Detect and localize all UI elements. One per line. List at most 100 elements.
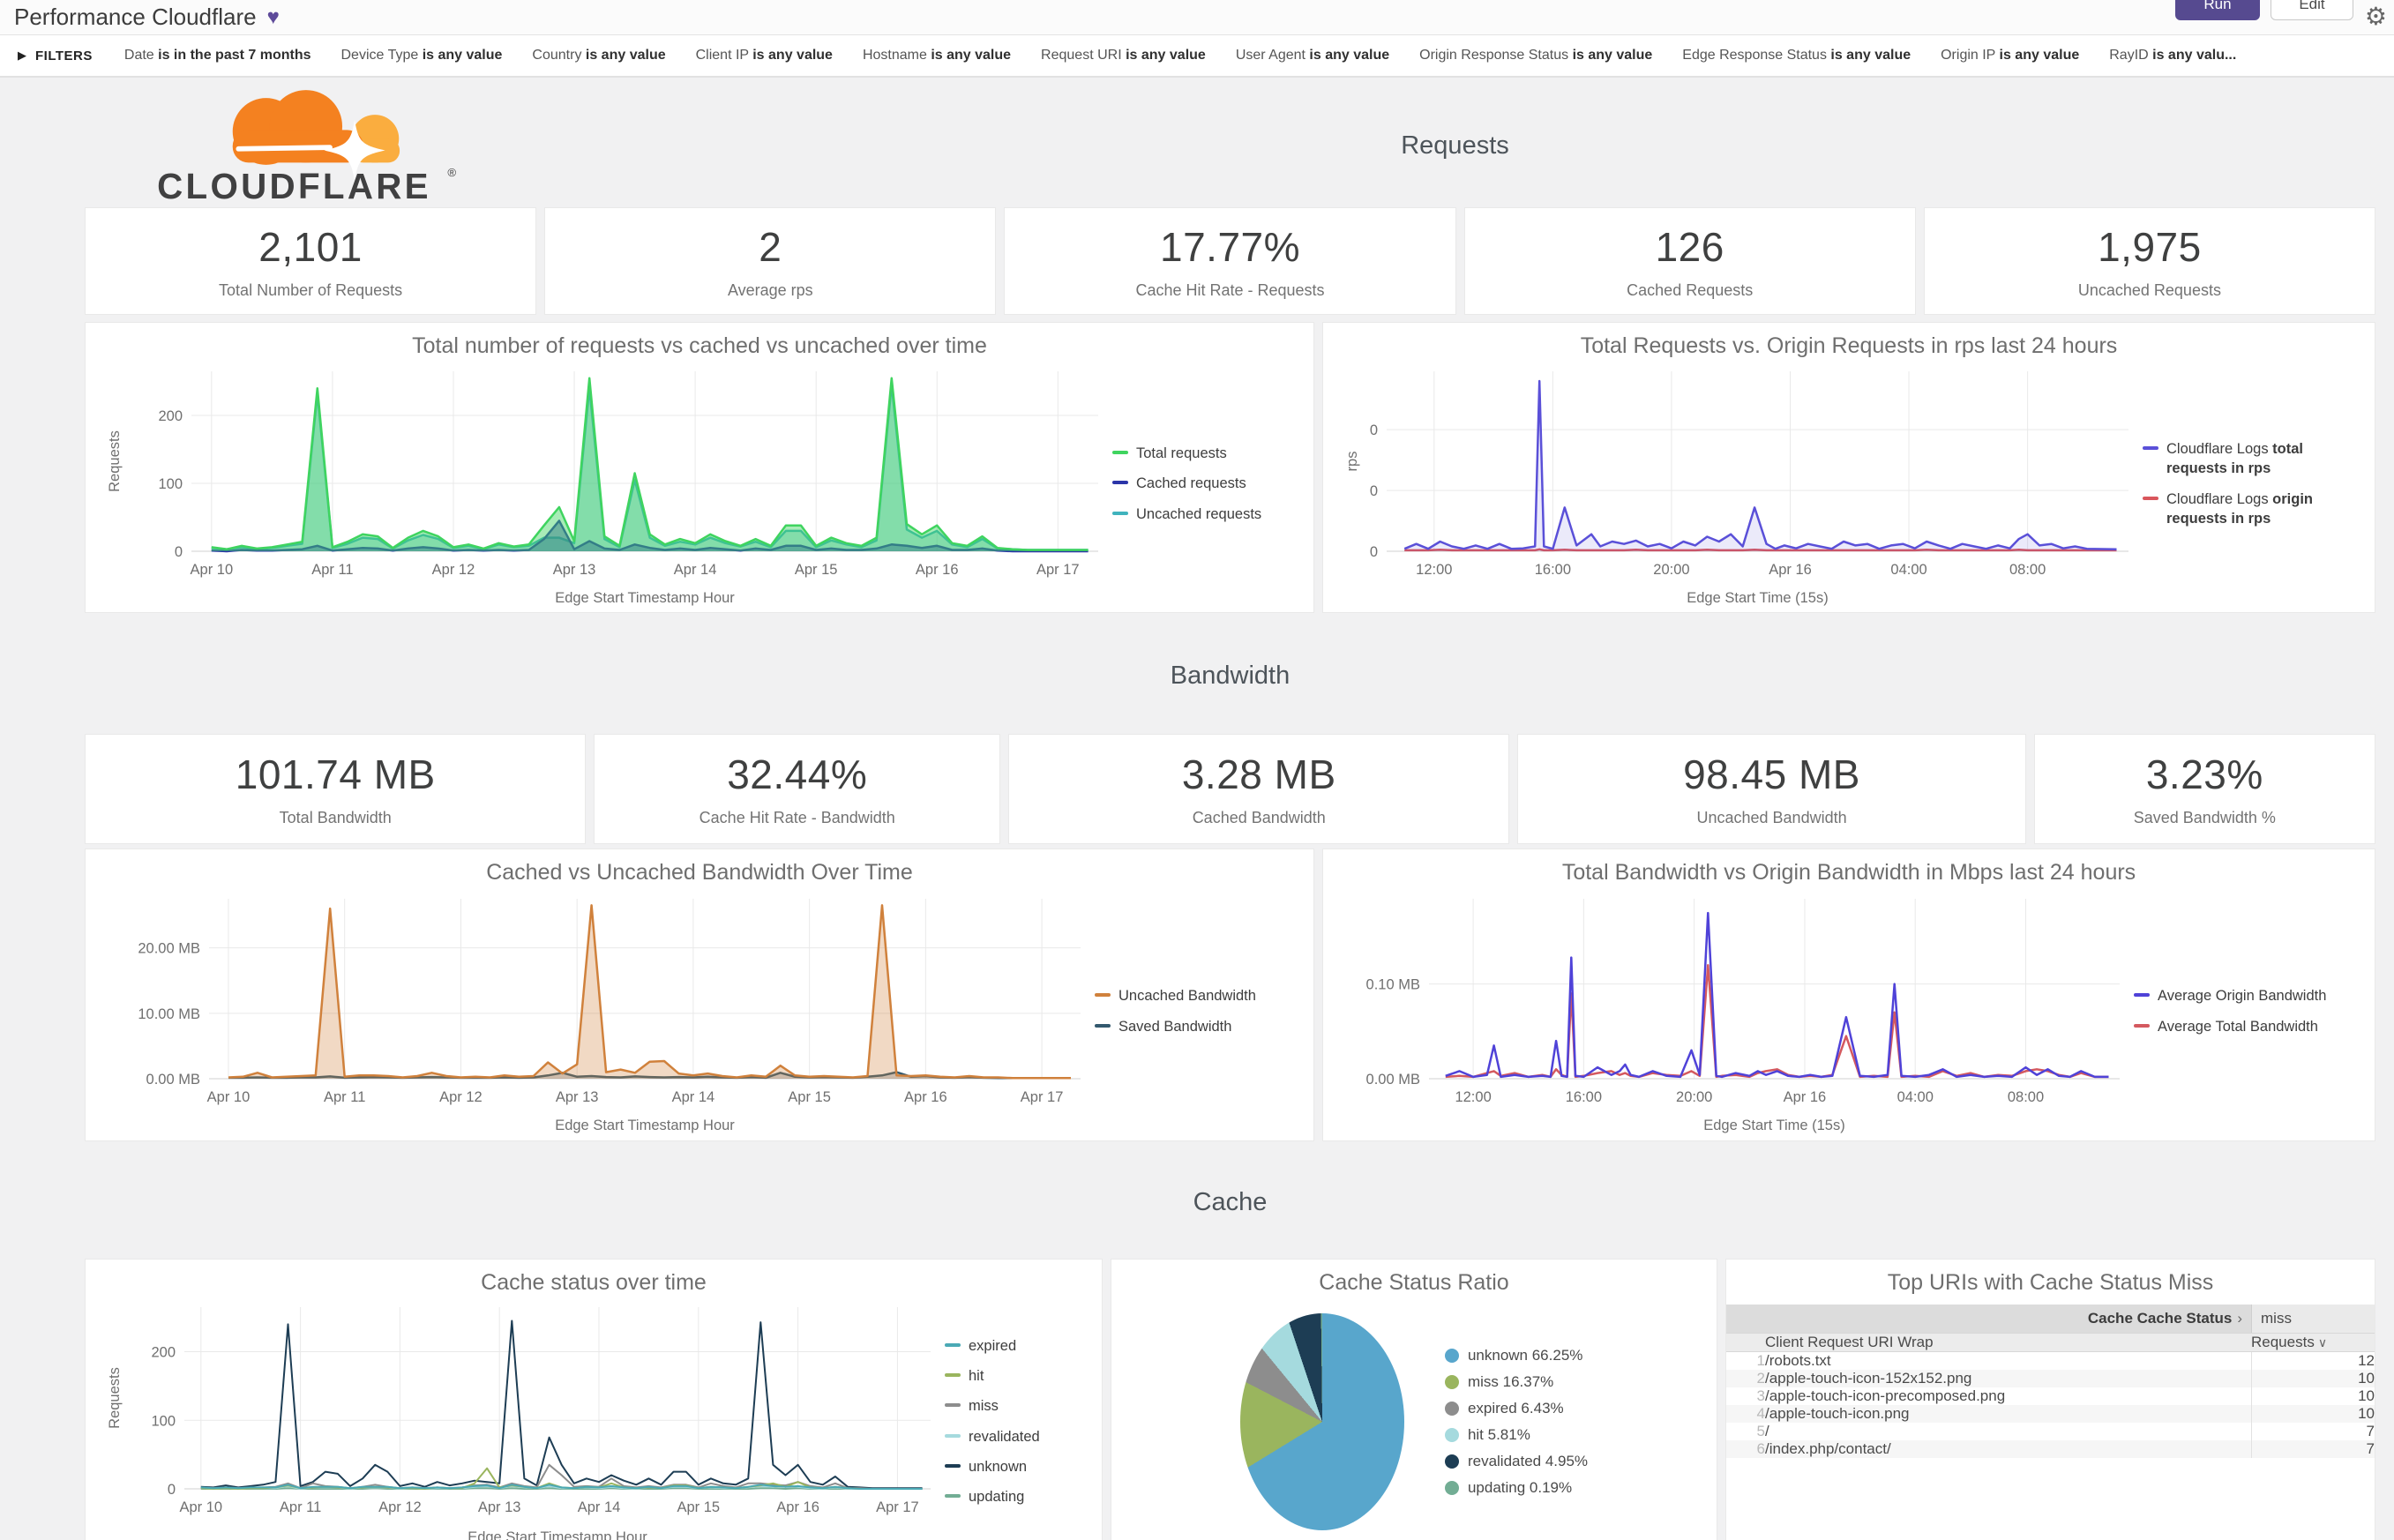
kpi-label: Uncached Requests <box>2077 280 2221 299</box>
row-number: 4 <box>1726 1405 1765 1423</box>
requests-cell[interactable]: 10 <box>2251 1370 2375 1387</box>
svg-text:08:00: 08:00 <box>2008 1089 2044 1105</box>
pie-legend-dot-icon <box>1444 1454 1459 1469</box>
legend-item[interactable]: Average Origin Bandwidth <box>2134 986 2326 1005</box>
uri-cell[interactable]: /robots.txt <box>1765 1352 1831 1369</box>
svg-text:Apr 17: Apr 17 <box>1021 1089 1064 1105</box>
legend-item[interactable]: miss <box>945 1396 1040 1416</box>
kpi-label: Cached Requests <box>1627 280 1754 299</box>
legend-item[interactable]: updating <box>945 1487 1040 1506</box>
rps-last-24h-plot[interactable]: 12:00 16:00 20:00 Apr 16 04:00 08:00 0 0 0 rps Edg… <box>1330 361 2137 608</box>
filter-item[interactable]: Edge Response Status is any value <box>1682 48 1911 63</box>
cache-status-pie[interactable] <box>1239 1312 1404 1530</box>
svg-text:Apr 12: Apr 12 <box>378 1499 422 1515</box>
legend-label: hit <box>969 1367 984 1384</box>
uri-cell[interactable]: /apple-touch-icon.png <box>1765 1405 2251 1423</box>
filter-item[interactable]: User Agent is any value <box>1235 48 1390 63</box>
row-number: 6 <box>1726 1440 1765 1458</box>
requests-column-header[interactable]: Requests ∨ <box>2251 1333 2375 1352</box>
uri-cell[interactable]: /index.php/contact/ <box>1765 1440 2251 1458</box>
filter-item[interactable]: Origin IP is any value <box>1941 48 2080 63</box>
requests-over-time-plot[interactable]: Apr 10 Apr 11 Apr 12 Apr 13 Apr 14 Apr 15 Apr … <box>93 361 1107 608</box>
page-title: Performance Cloudflare <box>14 4 257 30</box>
pie-legend-item[interactable]: hit 5.81% <box>1444 1425 1588 1444</box>
pie-legend-item[interactable]: miss 16.37% <box>1444 1373 1588 1391</box>
chart-title: Cache Status Ratio <box>1319 1270 1509 1295</box>
pie-legend-item[interactable]: revalidated 4.95% <box>1444 1452 1589 1470</box>
requests-cell[interactable]: 12 <box>2251 1352 2375 1370</box>
pivot-header[interactable]: Cache Cache Status › <box>1726 1305 2251 1333</box>
legend-swatch-icon <box>2143 445 2158 450</box>
legend-item[interactable]: Uncached requests <box>1112 505 1261 524</box>
pie-legend-item[interactable]: unknown 66.25% <box>1444 1346 1588 1364</box>
requests-cell[interactable]: 10 <box>2251 1405 2375 1423</box>
legend-item[interactable]: revalidated <box>945 1427 1040 1447</box>
svg-text:Edge Start Timestamp Hour: Edge Start Timestamp Hour <box>468 1529 647 1540</box>
svg-text:Edge Start Timestamp Hour: Edge Start Timestamp Hour <box>555 1118 735 1133</box>
filter-item[interactable]: Origin Response Status is any value <box>1419 48 1653 63</box>
legend-swatch-icon <box>2143 496 2158 500</box>
filter-item[interactable]: Hostname is any value <box>862 48 1012 63</box>
kpi-label: Total Number of Requests <box>219 280 403 299</box>
cloudflare-wordmark: CLOUDFLARE <box>157 166 431 206</box>
edit-button[interactable]: Edit <box>2271 0 2353 20</box>
requests-cell[interactable]: 10 <box>2251 1387 2375 1405</box>
svg-text:Edge Start Time (15s): Edge Start Time (15s) <box>1703 1118 1844 1133</box>
legend-item[interactable]: Cached requests <box>1112 474 1261 493</box>
pie-legend-item[interactable]: expired 6.43% <box>1444 1400 1588 1417</box>
cache-status-plot[interactable]: Apr 10 Apr 11 Apr 12 Apr 13 Apr 14 Apr 15 Apr … <box>93 1297 939 1540</box>
pie-legend-label: unknown 66.25% <box>1467 1346 1583 1364</box>
legend-swatch-icon <box>945 1463 961 1468</box>
legend-label: Saved Bandwidth <box>1118 1018 1232 1035</box>
svg-text:Apr 13: Apr 13 <box>553 562 596 578</box>
uri-cell[interactable]: /apple-touch-icon-152x152.png <box>1765 1370 2251 1387</box>
legend-item[interactable]: unknown <box>945 1457 1040 1476</box>
legend-item[interactable]: Cloudflare Logs total requests in rps <box>2143 439 2350 479</box>
svg-text:04:00: 04:00 <box>1890 562 1926 578</box>
legend-item[interactable]: expired <box>945 1336 1040 1356</box>
uri-column-header[interactable]: Client Request URI Wrap <box>1765 1333 2251 1352</box>
kpi-value: 126 <box>1655 223 1724 270</box>
legend-label: Average Total Bandwidth <box>2158 1018 2318 1035</box>
pie-legend-item[interactable]: updating 0.19% <box>1444 1479 1588 1497</box>
legend-item[interactable]: Average Total Bandwidth <box>2134 1017 2326 1036</box>
run-button[interactable]: Run <box>2175 0 2260 20</box>
kpi-label: Cached Bandwidth <box>1192 809 1326 826</box>
filter-item[interactable]: Date is in the past 7 months <box>123 48 311 63</box>
bandwidth-over-time-plot[interactable]: Apr 10 Apr 11 Apr 12 Apr 13 Apr 14 Apr 15 Apr … <box>93 888 1089 1135</box>
filter-item[interactable]: Request URI is any value <box>1041 48 1206 63</box>
filter-item[interactable]: Client IP is any value <box>695 48 833 63</box>
legend-item[interactable]: Saved Bandwidth <box>1095 1017 1256 1036</box>
filter-item[interactable]: Country is any value <box>532 48 666 63</box>
requests-cell[interactable]: 7 <box>2251 1423 2375 1440</box>
bandwidth-last-24h-plot[interactable]: 12:00 16:00 20:00 Apr 16 04:00 08:00 0.00 MB 0.… <box>1330 888 2128 1135</box>
svg-text:Apr 16: Apr 16 <box>916 562 959 578</box>
pie-legend-dot-icon <box>1444 1480 1459 1495</box>
chart-title: Total Requests vs. Origin Requests in rp… <box>1580 333 2118 358</box>
filter-item[interactable]: Device Type is any value <box>340 48 503 63</box>
legend-label: unknown <box>969 1458 1028 1475</box>
row-number-header <box>1726 1333 1765 1352</box>
pie-legend-label: revalidated 4.95% <box>1467 1452 1589 1469</box>
pie-legend-dot-icon <box>1444 1374 1459 1389</box>
svg-text:Apr 11: Apr 11 <box>324 1089 365 1105</box>
legend-item[interactable]: Total requests <box>1112 444 1261 463</box>
uri-cell[interactable]: /apple-touch-icon-precomposed.png <box>1765 1387 2006 1404</box>
chart-legend: Average Origin Bandwidth Average Total Ba… <box>2134 986 2326 1036</box>
svg-text:Apr 15: Apr 15 <box>788 1089 831 1105</box>
cache-status-ratio-tile: Cache Status Ratio unknown 66.25% miss 16… <box>1111 1259 1717 1540</box>
svg-text:200: 200 <box>158 408 183 424</box>
pie-legend-label: hit 5.81% <box>1467 1425 1530 1443</box>
legend-item[interactable]: hit <box>945 1366 1040 1386</box>
gear-icon[interactable]: ⚙ <box>2364 3 2387 30</box>
legend-item[interactable]: Cloudflare Logs origin requests in rps <box>2143 490 2350 529</box>
legend-item[interactable]: Uncached Bandwidth <box>1095 986 1256 1005</box>
requests-cell[interactable]: 7 <box>2251 1440 2375 1458</box>
kpi-cache-hit-rate-requests: 17.77% Cache Hit Rate - Requests <box>1004 207 1456 315</box>
legend-label: Cloudflare Logs total requests in rps <box>2166 440 2304 477</box>
filter-item[interactable]: RayID is any valu... <box>2109 48 2237 63</box>
svg-text:Apr 13: Apr 13 <box>478 1499 521 1515</box>
filters-toggle[interactable]: ▶ FILTERS <box>18 49 93 64</box>
uri-cell[interactable]: / <box>1765 1423 1769 1439</box>
